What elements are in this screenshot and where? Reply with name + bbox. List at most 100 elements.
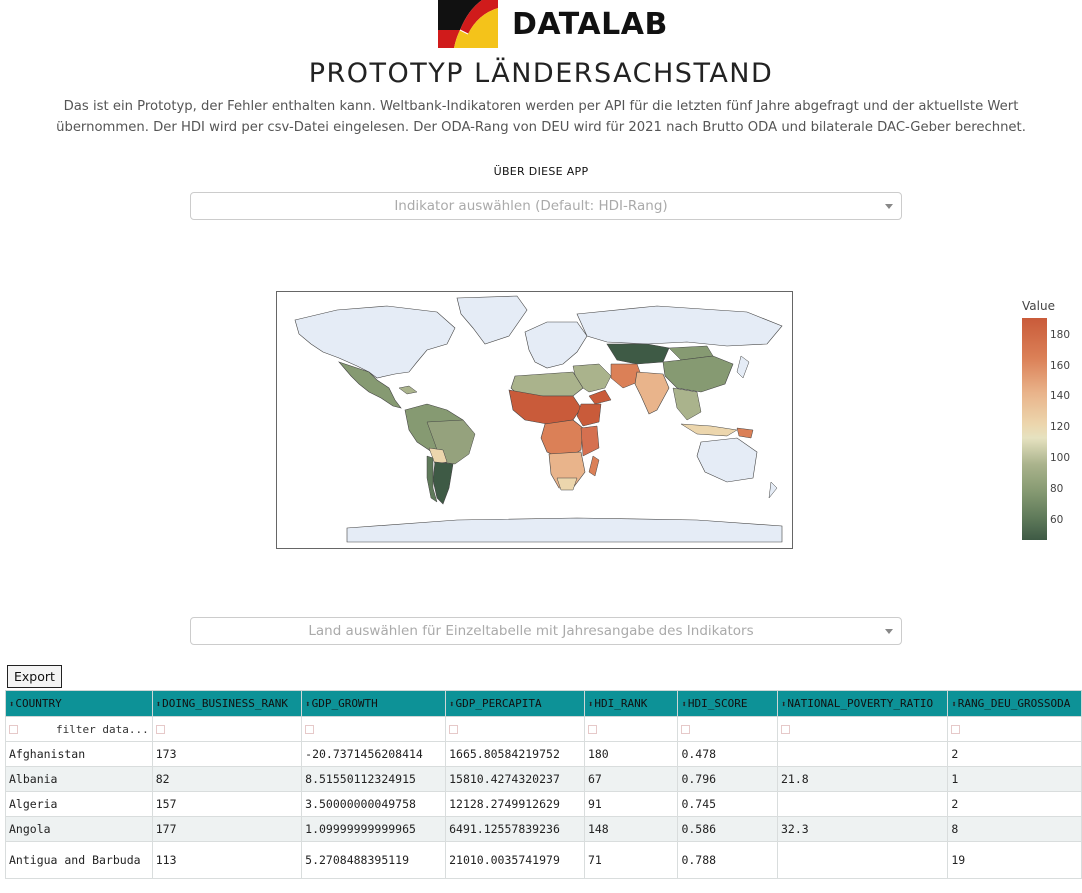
column-header[interactable]: ⬍NATIONAL_POVERTY_RATIO: [776, 690, 949, 717]
table-cell[interactable]: 0.478: [677, 741, 778, 767]
table-cell[interactable]: 8: [947, 816, 1082, 842]
filter-cell[interactable]: [677, 716, 778, 742]
sort-icon[interactable]: ⬍: [155, 700, 162, 710]
case-toggle-icon[interactable]: [449, 725, 459, 734]
column-header[interactable]: ⬍DOING_BUSINESS_RANK: [151, 690, 303, 717]
table-cell[interactable]: 8.51550112324915: [301, 766, 447, 792]
page-title: PROTOTYP LÄNDERSACHSTAND: [308, 58, 774, 89]
case-toggle-icon[interactable]: [587, 725, 597, 734]
map-region-east-africa: [580, 425, 600, 457]
table-cell[interactable]: 67: [583, 766, 679, 792]
table-cell[interactable]: [776, 841, 949, 879]
indicator-dropdown[interactable]: Indikator auswählen (Default: HDI-Rang): [190, 192, 902, 220]
colorbar-tick: 120: [1050, 421, 1071, 433]
case-toggle-icon[interactable]: [681, 725, 691, 734]
table-cell[interactable]: [776, 791, 949, 817]
column-header[interactable]: ⬍RANG_DEU_GROSSODA: [947, 690, 1082, 717]
filter-cell[interactable]: [151, 716, 303, 742]
datalab-logo-icon: [438, 0, 498, 48]
column-header[interactable]: ⬍HDI_RANK: [583, 690, 679, 717]
column-header[interactable]: ⬍GDP_GROWTH: [301, 690, 447, 717]
export-button[interactable]: Export: [7, 665, 62, 688]
map-region-north-america: [294, 305, 456, 379]
table-cell[interactable]: 1.09999999999965: [301, 816, 447, 842]
filter-cell[interactable]: filter data...: [5, 716, 153, 742]
table-cell[interactable]: -20.7371456208414: [301, 741, 447, 767]
table-cell[interactable]: 0.788: [677, 841, 778, 879]
table-cell[interactable]: 71: [583, 841, 679, 879]
table-cell[interactable]: 21.8: [776, 766, 949, 792]
table-cell[interactable]: Afghanistan: [5, 741, 153, 767]
sort-icon[interactable]: ⬍: [587, 700, 594, 710]
table-cell[interactable]: 82: [151, 766, 303, 792]
table-cell[interactable]: 113: [151, 841, 303, 879]
sort-icon[interactable]: ⬍: [9, 700, 15, 710]
about-app-link[interactable]: ÜBER DIESE APP: [493, 165, 589, 178]
table-cell[interactable]: Angola: [5, 816, 153, 842]
table-cell[interactable]: 1: [947, 766, 1082, 792]
world-choropleth-map[interactable]: [276, 291, 793, 549]
table-cell[interactable]: 21010.0035741979: [445, 841, 585, 879]
table-cell[interactable]: [776, 741, 949, 767]
table-cell[interactable]: Albania: [5, 766, 153, 792]
map-region-yemen: [588, 389, 612, 405]
column-header[interactable]: ⬍HDI_SCORE: [677, 690, 778, 717]
table-cell[interactable]: Algeria: [5, 791, 153, 817]
filter-cell[interactable]: [445, 716, 585, 742]
case-toggle-icon[interactable]: [305, 725, 315, 734]
table-cell[interactable]: 2: [947, 791, 1082, 817]
column-header[interactable]: ⬍GDP_PERCAPITA: [445, 690, 585, 717]
table-cell[interactable]: 19: [947, 841, 1082, 879]
case-toggle-icon[interactable]: [951, 725, 961, 734]
filter-cell[interactable]: [301, 716, 447, 742]
page-description: Das ist ein Prototyp, der Fehler enthalt…: [56, 99, 1026, 135]
colorbar-title: Value: [1022, 299, 1055, 313]
map-region-europe: [524, 321, 588, 369]
table-cell[interactable]: 5.2708488395119: [301, 841, 447, 879]
table-cell[interactable]: 6491.12557839236: [445, 816, 585, 842]
sort-icon[interactable]: ⬍: [781, 700, 787, 710]
colorbar-tick: 100: [1050, 452, 1071, 464]
sort-icon[interactable]: ⬍: [449, 700, 455, 710]
colorbar-tick: 140: [1050, 390, 1071, 402]
table-cell[interactable]: 0.796: [677, 766, 778, 792]
filter-cell[interactable]: [776, 716, 949, 742]
table-cell[interactable]: Antigua and Barbuda: [5, 841, 153, 879]
filter-input[interactable]: filter data...: [56, 723, 149, 736]
sort-icon[interactable]: ⬍: [305, 700, 311, 710]
map-region-china: [662, 355, 734, 393]
table-cell[interactable]: 91: [583, 791, 679, 817]
colorbar-tick: 80: [1050, 483, 1064, 495]
case-toggle-icon[interactable]: [781, 725, 790, 734]
filter-cell[interactable]: [947, 716, 1082, 742]
table-cell[interactable]: 148: [583, 816, 679, 842]
table-cell[interactable]: 180: [583, 741, 679, 767]
table-cell[interactable]: 12128.2749912629: [445, 791, 585, 817]
case-toggle-icon[interactable]: [155, 725, 165, 734]
map-region-australia: [696, 437, 758, 483]
table-cell[interactable]: 177: [151, 816, 303, 842]
brand-name: DATALAB: [512, 6, 668, 42]
column-header[interactable]: ⬍COUNTRY: [5, 690, 153, 717]
sort-icon[interactable]: ⬍: [681, 700, 687, 710]
colorbar-tick: 160: [1050, 360, 1071, 372]
colorbar: [1022, 318, 1047, 540]
table-cell[interactable]: 0.586: [677, 816, 778, 842]
colorbar-tick: 60: [1050, 514, 1064, 526]
map-region-iran-afghan: [610, 363, 644, 389]
sort-icon[interactable]: ⬍: [951, 700, 957, 710]
filter-cell[interactable]: [583, 716, 679, 742]
table-cell[interactable]: 1665.80584219752: [445, 741, 585, 767]
case-toggle-icon[interactable]: [9, 725, 18, 734]
map-region-japan: [736, 355, 750, 379]
table-cell[interactable]: 157: [151, 791, 303, 817]
map-region-caribbean: [398, 385, 418, 395]
table-cell[interactable]: 32.3: [776, 816, 949, 842]
table-cell[interactable]: 15810.4274320237: [445, 766, 585, 792]
table-cell[interactable]: 2: [947, 741, 1082, 767]
table-cell[interactable]: 3.50000000049758: [301, 791, 447, 817]
country-dropdown[interactable]: Land auswählen für Einzeltabelle mit Jah…: [190, 617, 902, 645]
table-cell[interactable]: 0.745: [677, 791, 778, 817]
indicator-dropdown-placeholder: Indikator auswählen (Default: HDI-Rang): [394, 198, 668, 214]
table-cell[interactable]: 173: [151, 741, 303, 767]
